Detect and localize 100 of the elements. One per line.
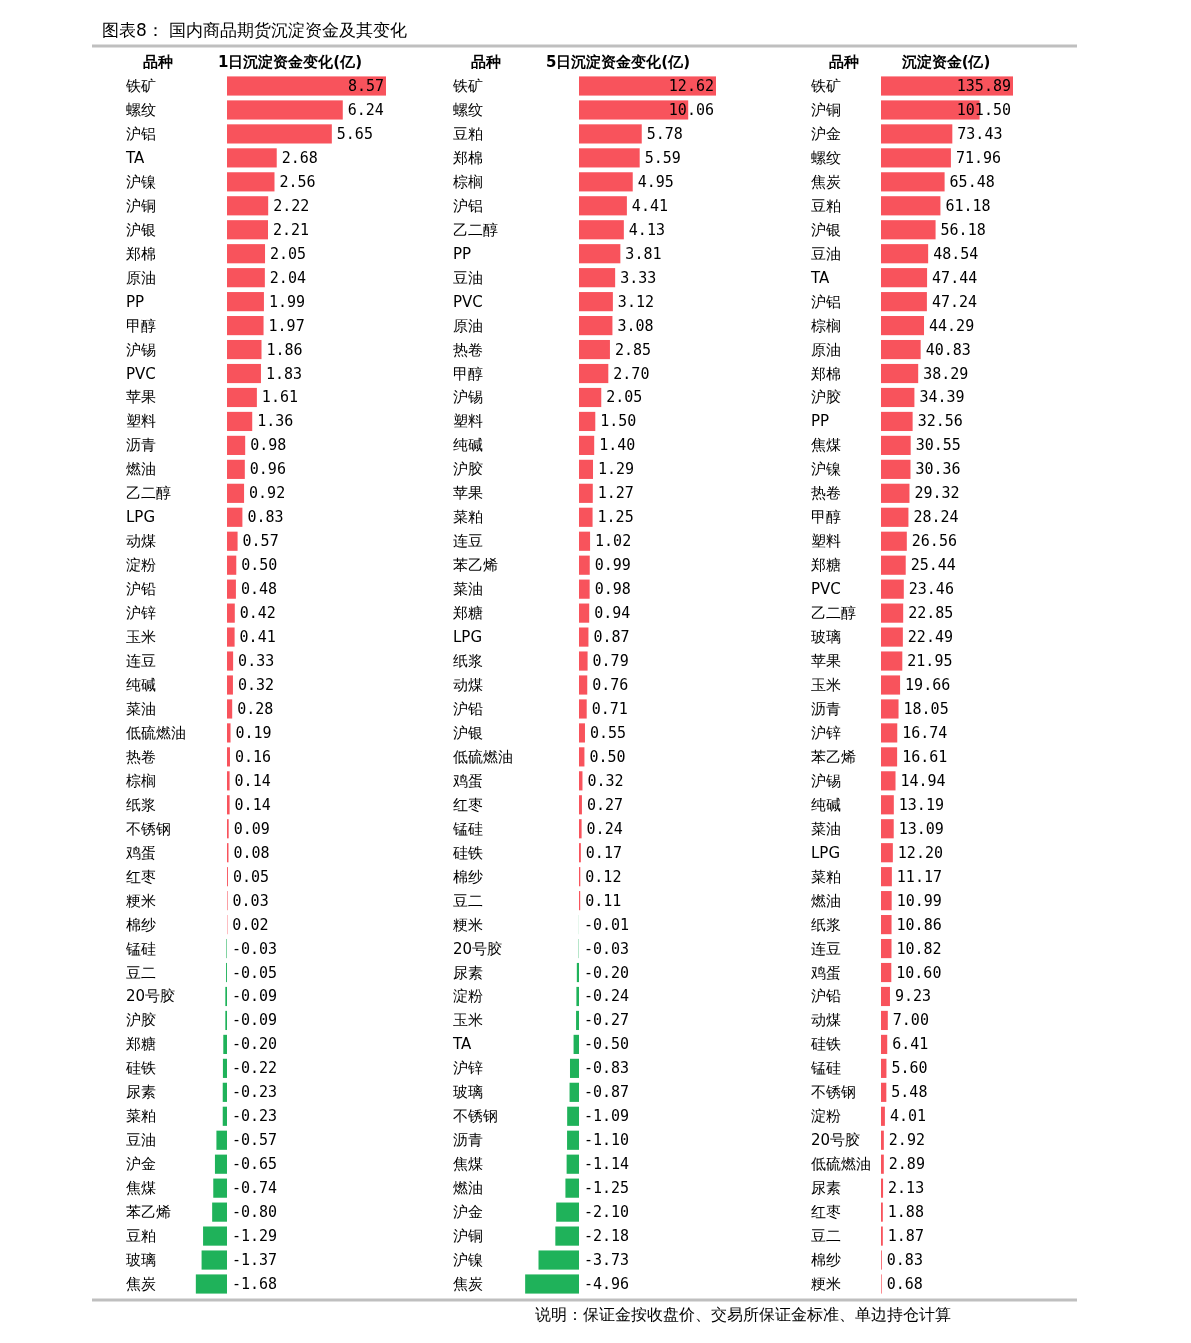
y-tick-label: LPG [453, 628, 483, 647]
bar [579, 172, 633, 192]
bar [579, 531, 591, 551]
data-label: -0.03 [232, 939, 278, 958]
y-tick-label: 沪银 [126, 220, 156, 239]
data-label: 1.36 [257, 412, 294, 431]
bar [881, 723, 898, 743]
data-label: -0.50 [584, 1035, 630, 1054]
bar [579, 76, 716, 96]
data-label: -0.09 [232, 987, 278, 1006]
bar [227, 244, 266, 264]
data-label: 2.68 [281, 148, 318, 167]
data-label: -0.65 [232, 1155, 278, 1174]
data-label: 6.24 [347, 100, 384, 119]
y-tick-label: 郑糖 [453, 604, 483, 623]
y-tick-label: 豆粕 [811, 196, 841, 215]
data-label: 10.99 [896, 891, 942, 910]
y-tick-label: 尿素 [453, 963, 483, 982]
bar [569, 1082, 579, 1102]
y-tick-label: TA [125, 148, 145, 167]
y-tick-label: 焦煤 [453, 1155, 483, 1174]
bar [579, 507, 593, 527]
y-tick-label: 锰硅 [452, 819, 483, 838]
y-tick-label: PVC [126, 364, 156, 383]
data-label: 0.32 [587, 771, 624, 790]
bar [222, 1058, 227, 1078]
y-tick-label: 甲醇 [811, 508, 841, 527]
y-tick-label: LPG [126, 508, 156, 527]
y-tick-label: 菜油 [126, 699, 156, 718]
y-tick-label: 沪胶 [811, 388, 841, 407]
data-label: -1.14 [584, 1155, 630, 1174]
bar [567, 1130, 579, 1150]
bar [579, 196, 627, 216]
bar [227, 148, 277, 168]
data-label: 34.39 [919, 388, 965, 407]
data-label: 0.17 [585, 843, 622, 862]
bar [881, 124, 953, 144]
data-label: 0.48 [240, 580, 278, 599]
bar [579, 292, 613, 312]
y-tick-label: 玉米 [811, 676, 841, 694]
y-tick-label: 燃油 [811, 891, 841, 910]
y-tick-label: TA [452, 1035, 472, 1054]
y-tick-label: 菜油 [453, 580, 483, 599]
bar [227, 603, 235, 623]
y-tick-label: 纯碱 [811, 795, 841, 814]
bar [567, 1106, 579, 1126]
y-tick-label: 连豆 [453, 532, 483, 551]
y-tick-label: 沪锡 [126, 340, 156, 359]
y-tick-label: 沪铜 [453, 1227, 483, 1246]
y-tick-label: 乙二醇 [453, 220, 498, 239]
data-label: 47.44 [932, 268, 978, 287]
data-label: -0.27 [584, 1011, 630, 1030]
y-tick-label: 沪胶 [126, 1011, 156, 1030]
y-tick-label: 沪胶 [453, 460, 483, 479]
bar [881, 507, 909, 527]
x-axis-title: 沉淀资金(亿) [900, 53, 991, 71]
data-label: 2.13 [888, 1179, 925, 1198]
data-label: 7.00 [892, 1011, 929, 1030]
y-tick-label: 棕榈 [126, 771, 156, 790]
data-label: -0.57 [232, 1131, 278, 1150]
data-label: 10.82 [896, 939, 942, 958]
bar [579, 795, 582, 815]
y-tick-label: 纯碱 [453, 436, 483, 455]
bar [881, 651, 903, 671]
y-tick-label: 铁矿 [810, 77, 841, 95]
data-label: 0.09 [233, 819, 270, 838]
y-tick-label: 豆二 [126, 963, 156, 982]
data-label: 22.85 [908, 604, 954, 623]
y-tick-label: 豆粕 [453, 124, 483, 143]
y-tick-label: 塑料 [811, 532, 841, 551]
bar [227, 555, 237, 575]
bar [881, 603, 904, 623]
bar [881, 1154, 884, 1174]
data-label: 4.95 [637, 172, 674, 191]
bar [227, 507, 243, 527]
y-tick-label: 粳米 [811, 1275, 841, 1293]
data-label: 21.95 [907, 652, 953, 671]
data-label: 0.96 [249, 460, 286, 479]
y-tick-label: 沪铝 [126, 124, 156, 143]
bar [579, 819, 582, 839]
data-label: 9.23 [894, 987, 932, 1006]
y-tick-label: 粳米 [453, 915, 483, 934]
bar [227, 651, 234, 671]
data-label: 0.83 [247, 508, 284, 527]
bar [881, 339, 921, 360]
data-label: 1.99 [268, 292, 306, 311]
y-tick-label: 纸浆 [126, 795, 156, 814]
data-label: 0.42 [239, 604, 276, 623]
bar [227, 411, 253, 432]
y-tick-label: 动煤 [126, 532, 156, 551]
y-tick-label: 甲醇 [453, 364, 483, 383]
y-tick-label: 菜粕 [453, 508, 483, 527]
data-label: 5.65 [336, 124, 373, 143]
y-tick-label: 红枣 [811, 1203, 841, 1222]
data-label: 73.43 [957, 124, 1003, 143]
bar [201, 1250, 227, 1270]
y-tick-label: 红枣 [453, 795, 483, 814]
bar [881, 747, 898, 767]
y-tick-label: 甲醇 [126, 316, 156, 335]
bar [576, 962, 579, 983]
